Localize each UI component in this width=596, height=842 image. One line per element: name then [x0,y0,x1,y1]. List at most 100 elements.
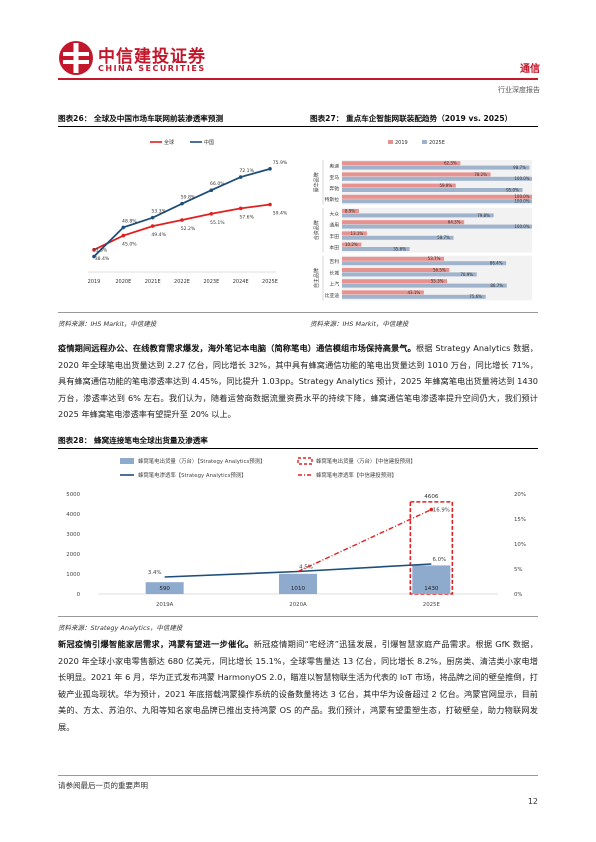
category-label: 奥迪 [329,163,339,170]
y-tick-label: 3000 [66,532,80,538]
data-label: 59.8% [181,195,196,201]
data-point [268,202,272,207]
data-label: 45.0% [122,242,137,248]
x-tick-label: 2023E [203,279,219,285]
category-label: 特斯拉 [325,196,340,203]
company-name-cn: 中信建投证券 [98,47,206,67]
data-point [209,188,214,193]
data-label: 66.0% [210,181,225,187]
bar [342,294,486,299]
category-label: 本田 [329,244,339,251]
bar-label: 86.4% [490,261,503,266]
bar-label: 8.9% [345,208,355,213]
y-tick-label: 5000 [66,492,80,498]
bar-label: 1010 [291,586,306,592]
bar-label: 1430 [424,586,439,592]
fig28-source: 资料来源：Strategy Analytics，中信建投 [58,624,183,632]
bar [342,231,367,236]
bar-label: 75.6% [469,294,482,299]
bar [342,256,445,261]
x-tick-label: 2019 [88,279,101,285]
footer-divider [58,775,538,776]
bar [342,224,532,229]
fig28-title-rule [58,448,538,449]
y2-tick-label: 20% [514,492,526,498]
data-point [92,254,96,259]
company-name-en: CHINA SECURITIES [98,64,206,73]
legend-swatch [120,458,134,464]
bar [342,161,461,166]
bar-label: 100.0% [514,194,529,199]
legend-swatch [297,457,313,465]
paragraph-laptop-lead: 疫情期间远程办公、在线教育需求爆发，海外笔记本电脑（简称笔电）通信模组市场保持高… [58,343,417,353]
paragraph-laptop-body: 根据 Strategy Analytics 数据，2020 年全球笔电出货量达到… [58,343,538,419]
y-tick-label: 2000 [66,552,80,558]
disclaimer-note: 请参阅最后一页的重要声明 [58,781,148,790]
line-label: 4.5% [299,565,313,571]
legend-swatch [422,140,427,144]
bar [342,247,410,251]
data-label: 35.3% [93,248,108,254]
bar [412,565,451,594]
fig-bottom-rule [58,312,538,313]
data-label: 72.1% [239,168,254,174]
data-label: 59.4% [273,210,288,216]
header-divider [58,78,538,80]
group-label: 自主品牌 [313,268,320,288]
chart-automaker-connectivity: 2019 2025E 豪华品牌 奥迪 62.3% 98.7% 宝马 78.2% 100.0% 奔驰… [313,140,532,301]
bar-forecast [409,501,454,595]
fig27-source: 资料来源：IHS Markit，中信建投 [310,320,409,328]
bar [145,582,184,594]
bar-label: 4606 [424,494,439,500]
y2-tick-label: 0% [514,592,523,598]
bar-label: 78.2% [474,172,487,177]
bar-label: 58.7% [437,235,450,240]
bar-label: 55.3% [431,279,444,284]
series-line-forecast [297,508,432,573]
line-label: 3.4% [148,570,162,576]
x-tick-label: 2020A [289,602,307,608]
category-label: 大众 [329,210,339,217]
legend-label: 蜂窝笔电出货量（万台）【中信建投预测】 [316,457,416,465]
x-tick-label: 2025E [262,279,278,285]
data-label: 53.3% [151,209,166,215]
bar [342,172,491,177]
bar [342,268,450,272]
bar-label: 59.9% [439,183,452,188]
bar-label: 100.0% [514,224,529,229]
legend-label: 蜂窝笔电出货量（万台）【Strategy Analytics预测】 [138,457,265,465]
bar-label: 64.3% [448,220,461,225]
y-tick-label: 1000 [66,572,80,578]
y2-tick-label: 10% [514,542,526,548]
bar [342,194,532,199]
bar-label: 10.2% [345,242,358,247]
bar [342,290,424,295]
data-point [429,507,434,512]
data-label: 49.4% [151,232,166,238]
data-point [238,175,243,179]
bar [342,279,448,284]
category-label: 比亚迪 [325,292,340,299]
chart-cellular-laptop: 蜂窝笔电出货量（万台）【Strategy Analytics预测】 蜂窝笔电出货量… [66,457,526,608]
x-tick-label: 2024E [233,279,249,285]
legend-label: 全球 [164,139,174,146]
data-label: 57.6% [239,214,254,220]
data-label: 48.8% [122,218,137,224]
group-label: 豪华品牌 [313,172,320,192]
category-label: 吉利 [329,258,339,265]
bar-label: 95.0% [506,187,519,192]
data-point [180,201,184,206]
legend-label: 蜂窝笔电渗透率【中信建投预测】 [316,471,397,479]
paragraph-laptop-modules: 疫情期间远程办公、在线教育需求爆发，海外笔记本电脑（简称笔电）通信模组市场保持高… [58,340,538,423]
data-point [92,248,96,252]
section-label: 通信 [520,64,540,75]
x-tick-label: 2019A [156,602,174,608]
bar [342,272,477,277]
data-label: 55.1% [210,220,225,226]
bar-label: 590 [159,586,170,592]
logo-emblem-icon [59,41,93,75]
fig26-source: 资料来源：IHS Markit，中信建投 [58,320,157,328]
bar [342,235,454,240]
category-label: 上汽 [329,281,339,288]
category-label: 通用 [329,222,339,229]
